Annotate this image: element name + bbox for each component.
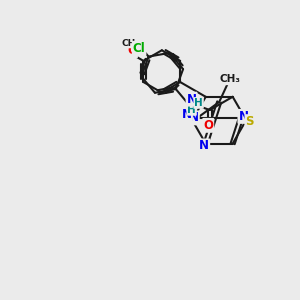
Text: O: O — [203, 119, 213, 132]
Text: N: N — [238, 110, 248, 123]
Text: N: N — [187, 93, 196, 106]
Text: H: H — [194, 98, 203, 108]
Text: S: S — [245, 115, 254, 128]
Text: O: O — [127, 44, 137, 57]
Text: H: H — [187, 105, 196, 115]
Text: N: N — [189, 111, 199, 124]
Text: CH₃: CH₃ — [122, 39, 140, 48]
Text: Cl: Cl — [133, 42, 146, 55]
Text: CH₃: CH₃ — [219, 74, 240, 84]
Text: N: N — [182, 108, 192, 122]
Text: N: N — [199, 140, 209, 152]
